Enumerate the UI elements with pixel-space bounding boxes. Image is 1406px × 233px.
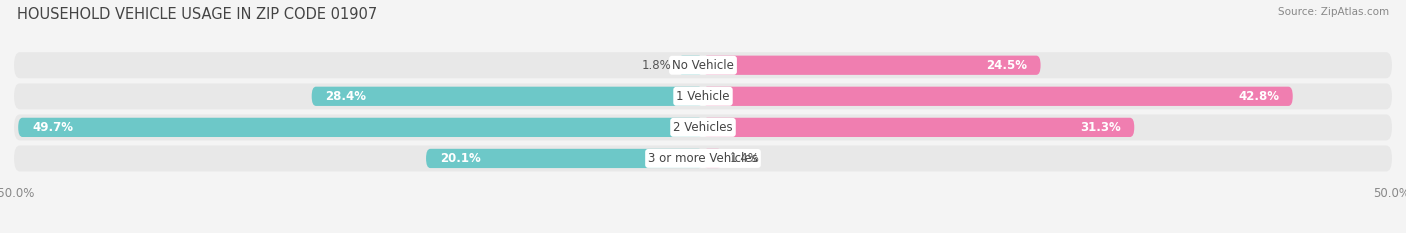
FancyBboxPatch shape [703,118,1135,137]
FancyBboxPatch shape [703,149,723,168]
Text: 1 Vehicle: 1 Vehicle [676,90,730,103]
Text: No Vehicle: No Vehicle [672,59,734,72]
Text: 1.4%: 1.4% [730,152,759,165]
FancyBboxPatch shape [703,87,1292,106]
Text: Source: ZipAtlas.com: Source: ZipAtlas.com [1278,7,1389,17]
Text: HOUSEHOLD VEHICLE USAGE IN ZIP CODE 01907: HOUSEHOLD VEHICLE USAGE IN ZIP CODE 0190… [17,7,377,22]
Text: 42.8%: 42.8% [1237,90,1279,103]
Text: 31.3%: 31.3% [1080,121,1121,134]
Text: 28.4%: 28.4% [325,90,367,103]
Text: 3 or more Vehicles: 3 or more Vehicles [648,152,758,165]
FancyBboxPatch shape [14,145,1392,171]
FancyBboxPatch shape [18,118,703,137]
Text: 20.1%: 20.1% [440,152,481,165]
FancyBboxPatch shape [678,56,703,75]
Text: 49.7%: 49.7% [32,121,73,134]
Text: 24.5%: 24.5% [986,59,1026,72]
FancyBboxPatch shape [14,83,1392,109]
FancyBboxPatch shape [426,149,703,168]
FancyBboxPatch shape [703,56,1040,75]
FancyBboxPatch shape [14,52,1392,78]
FancyBboxPatch shape [312,87,703,106]
Text: 2 Vehicles: 2 Vehicles [673,121,733,134]
FancyBboxPatch shape [14,114,1392,140]
Text: 1.8%: 1.8% [641,59,671,72]
